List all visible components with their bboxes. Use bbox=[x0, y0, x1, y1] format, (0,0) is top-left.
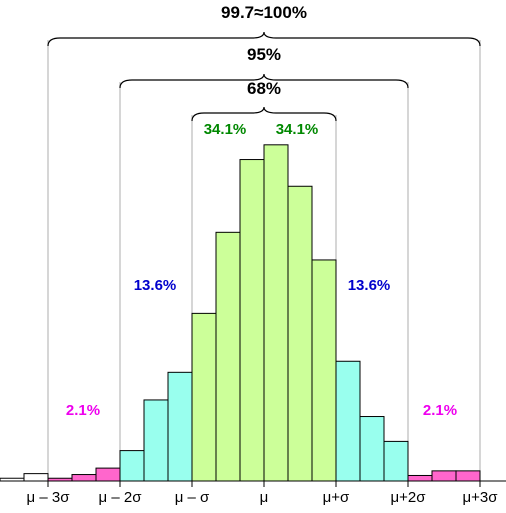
brace-label: 95% bbox=[247, 45, 281, 64]
histogram-bar bbox=[359, 416, 385, 482]
x-tick-label: μ bbox=[260, 489, 269, 506]
region-percent-label: 34.1% bbox=[204, 121, 247, 138]
region-percent-label: 13.6% bbox=[134, 277, 177, 294]
histogram-bar bbox=[287, 185, 313, 482]
region-percent-label: 2.1% bbox=[423, 402, 457, 419]
region-percent-label: 34.1% bbox=[276, 121, 319, 138]
region-percent-label: 13.6% bbox=[348, 277, 391, 294]
x-tick-label: μ – 2σ bbox=[99, 489, 143, 506]
histogram-bar bbox=[431, 470, 457, 482]
sigma-guide-lines bbox=[47, 40, 481, 481]
histogram-bar bbox=[191, 312, 217, 482]
x-tick-label: μ – σ bbox=[175, 489, 210, 506]
histogram-bar bbox=[383, 440, 409, 482]
histogram-bar bbox=[263, 144, 289, 482]
region-percent-labels: 2.1% 13.6% 34.1% 34.1% 13.6% 2.1% bbox=[66, 121, 457, 419]
histogram-bar bbox=[407, 474, 433, 482]
percentage-brace bbox=[47, 31, 481, 47]
x-axis-ticks: μ – 3σ μ – 2σ μ – σ μ μ+σ μ+2σ μ+3σ bbox=[27, 481, 498, 506]
x-tick-label: μ+2σ bbox=[390, 489, 426, 506]
brace-label: 99.7≈100% bbox=[221, 3, 307, 22]
histogram-bar bbox=[71, 474, 97, 482]
histogram-bar bbox=[167, 371, 193, 482]
histogram-bar bbox=[311, 259, 337, 482]
percentage-brace bbox=[119, 73, 409, 89]
histogram-bar bbox=[215, 231, 241, 482]
brace-label: 68% bbox=[247, 79, 281, 98]
histogram-bar bbox=[23, 473, 49, 482]
x-tick-label: μ – 3σ bbox=[27, 489, 71, 506]
x-tick-label: μ+3σ bbox=[462, 489, 498, 506]
histogram-bar bbox=[239, 159, 265, 482]
histogram-bar bbox=[143, 399, 169, 482]
histogram-bar bbox=[335, 360, 361, 482]
region-percent-label: 2.1% bbox=[66, 402, 100, 419]
percentage-brace bbox=[191, 106, 337, 122]
histogram-bar bbox=[119, 450, 145, 482]
histogram-bar bbox=[455, 470, 481, 482]
x-tick-label: μ+σ bbox=[323, 489, 350, 506]
histogram-bar bbox=[95, 467, 121, 482]
histogram-bars bbox=[0, 144, 481, 482]
percentage-braces: 68% 95% 99.7≈100% bbox=[47, 3, 481, 122]
